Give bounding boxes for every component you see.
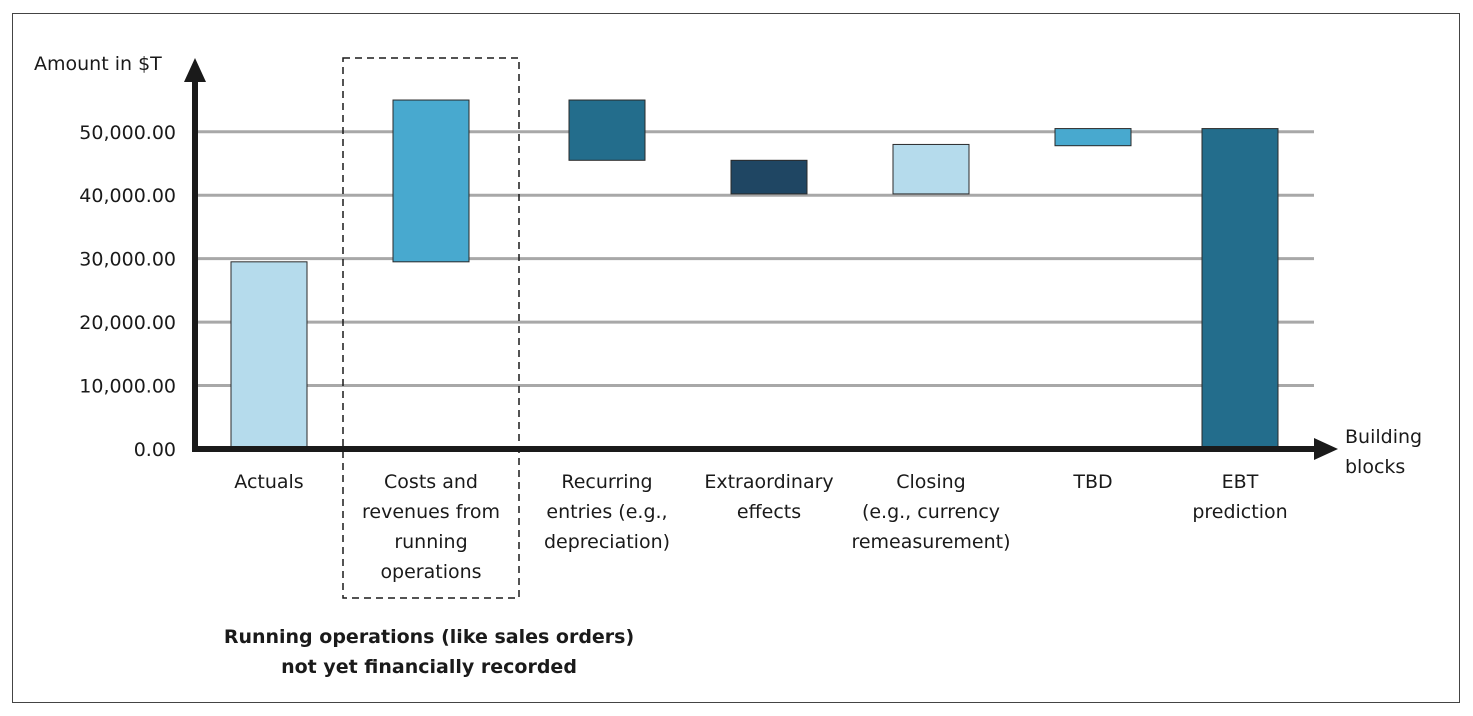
category-label-costs-and-revenues-from-running-operations-line-0: Costs and	[384, 471, 478, 493]
category-label-recurring-entries-e-g-depreciation-line-1: entries (e.g.,	[546, 501, 667, 523]
category-label-costs-and-revenues-from-running-operations-line-3: operations	[380, 561, 481, 583]
annotation-line-1: not yet financially recorded	[281, 656, 577, 678]
y-tick-label-5: 50,000.00	[79, 122, 176, 144]
y-axis-arrowhead	[184, 58, 206, 82]
bar-costs-and-revenues-from-running-operations	[392, 99, 470, 263]
category-label-recurring-entries-e-g-depreciation-line-2: depreciation)	[544, 531, 670, 553]
category-label-recurring-entries-e-g-depreciation-line-0: Recurring	[561, 471, 652, 493]
category-label-closing-e-g-currency-remeasurement-line-0: Closing	[896, 471, 965, 493]
bar-recurring-entries-e-g-depreciation	[568, 99, 646, 161]
category-label-ebt-prediction-line-1: prediction	[1192, 501, 1287, 523]
annotation-line-0: Running operations (like sales orders)	[224, 626, 634, 648]
x-axis-title-line-0: Building	[1345, 426, 1422, 448]
category-label-extraordinary-effects-line-0: Extraordinary	[704, 471, 833, 493]
category-label-costs-and-revenues-from-running-operations-line-2: running	[394, 531, 467, 553]
bar-tbd	[1054, 128, 1132, 147]
labels: 0.00 10,000.00 20,000.00 30,000.00 40,000.00…	[34, 53, 1422, 678]
x-axis-title-line-1: blocks	[1345, 456, 1405, 478]
y-tick-label-1: 10,000.00	[79, 376, 176, 398]
figure-frame	[12, 13, 1460, 703]
bar-closing-e-g-currency-remeasurement	[892, 143, 970, 195]
highlight-dashed-box	[342, 57, 520, 599]
y-axis-title: Amount in $T	[34, 53, 162, 75]
category-label-closing-e-g-currency-remeasurement-line-2: remeasurement)	[851, 531, 1010, 553]
category-label-extraordinary-effects-line-1: effects	[737, 501, 801, 523]
bars	[230, 99, 1279, 450]
x-axis-arrowhead	[1314, 438, 1338, 460]
y-tick-label-2: 20,000.00	[79, 312, 176, 334]
category-label-actuals-line-0: Actuals	[234, 471, 303, 493]
category-label-ebt-prediction-line-0: EBT	[1222, 471, 1259, 493]
y-tick-label-0: 0.00	[134, 439, 176, 461]
y-tick-label-4: 40,000.00	[79, 185, 176, 207]
bar-actuals	[230, 261, 308, 450]
category-label-closing-e-g-currency-remeasurement-line-1: (e.g., currency	[862, 501, 1000, 523]
bar-extraordinary-effects	[730, 159, 808, 195]
category-label-tbd-line-0: TBD	[1072, 471, 1112, 493]
category-label-costs-and-revenues-from-running-operations-line-1: revenues from	[362, 501, 500, 523]
bar-ebt-prediction	[1201, 128, 1279, 450]
y-tick-label-3: 30,000.00	[79, 249, 176, 271]
axes	[184, 57, 1338, 599]
